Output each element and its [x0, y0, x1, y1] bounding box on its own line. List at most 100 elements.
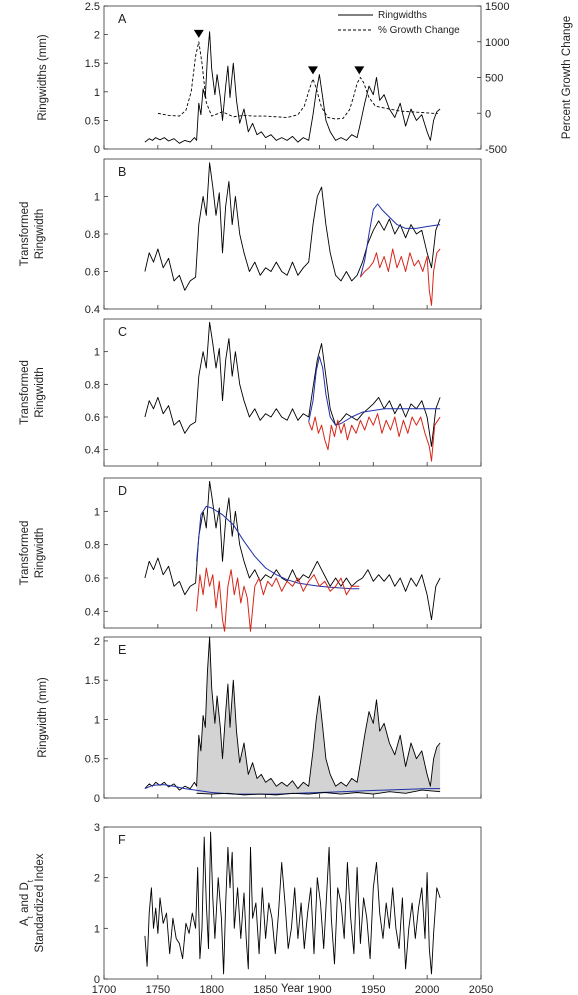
series-line-3: [308, 413, 441, 462]
panel-f: 0 1 2 3 1700 1750 1800 1850 1900 1950 2000 2050 F At …: [19, 822, 493, 995]
panel-letter: A: [118, 12, 127, 26]
y-axis-label-line: Ringwidths (mm): [37, 34, 49, 120]
event-marker: [193, 29, 204, 38]
series-line-1: [144, 162, 441, 291]
label-part: A: [19, 918, 31, 926]
series-line-3: [196, 567, 360, 632]
y-tick-label: 1: [94, 714, 100, 726]
plot-frame: [103, 636, 482, 799]
y-axis-label: Transformed Ringwidth: [19, 360, 46, 425]
event-marker: [354, 66, 365, 75]
panel-letter: C: [118, 325, 127, 339]
series-line-2: [308, 356, 441, 426]
y-tick-label: 2: [94, 873, 100, 885]
plot-frame: [103, 826, 482, 980]
legend-label: Ringwidths: [378, 10, 427, 21]
label-part: and D: [19, 882, 31, 916]
y-axis-label: Transformed Ringwidth: [19, 521, 46, 586]
y-tick-label: 0.8: [85, 229, 100, 241]
legend-label: % Growth Change: [378, 25, 460, 36]
y2-tick-label: 500: [485, 73, 503, 85]
series-line-1: [144, 480, 441, 621]
y-tick-label: 2: [94, 30, 100, 42]
x-tick-label: 1800: [199, 984, 223, 995]
series-line-2: [157, 41, 438, 120]
y-axis-label-line: Ringwidth: [34, 367, 46, 418]
y-tick-label: 0.6: [85, 267, 100, 279]
x-tick-label: 1750: [146, 984, 170, 995]
y-axis-label-line: Transformed: [19, 360, 31, 425]
y-tick-label: 2: [94, 636, 100, 648]
y-tick-label: 0.6: [85, 573, 100, 585]
y-tick-label: 0: [94, 144, 100, 156]
y-axis-label: Ringwidths (mm): [37, 34, 49, 120]
panel-d: 0.4 0.6 0.8 1 D Transformed Ringwidth: [19, 477, 482, 632]
plot-frame: [103, 158, 482, 310]
y-axis-label: Ringwidth (mm): [37, 677, 49, 758]
panel-a: 0 0.5 1 1.5 2 2.5 A Ringwidths (mm) -500 0 500 1000…: [37, 1, 573, 156]
y-tick-label: 1: [94, 347, 100, 359]
series-line-2: [196, 505, 360, 590]
series-line-1: [144, 321, 441, 447]
y-tick-label: 1: [94, 87, 100, 99]
series-line-2: [359, 203, 441, 278]
panel-letter: D: [118, 484, 127, 498]
y-tick-label: 1: [94, 192, 100, 204]
x-axis-label: Year: [281, 983, 304, 995]
x-tick-label: 1950: [361, 984, 385, 995]
y-tick-label: 0.8: [85, 540, 100, 552]
y-axis-label-line: Transformed: [19, 202, 31, 267]
subscript: t: [26, 879, 35, 882]
y-tick-label: 3: [94, 822, 100, 834]
y-tick-label: 0.5: [85, 115, 100, 127]
y2-tick-label: 1000: [485, 37, 509, 49]
panel-c: 0.4 0.6 0.8 1 C Transformed Ringwidth: [19, 318, 482, 467]
y-axis-label-line: Transformed: [19, 521, 31, 586]
panel-letter: E: [118, 643, 126, 657]
series-line-1: [144, 831, 441, 975]
series-line-1: [144, 31, 441, 144]
y-tick-label: 1.5: [85, 675, 100, 687]
y-axis-label-line: Ringwidth (mm): [37, 677, 49, 758]
y2-tick-label: -500: [485, 144, 507, 156]
x-tick-label: 1850: [253, 984, 277, 995]
y2-axis-label: Percent Growth Change: [561, 16, 573, 139]
panel-letter: B: [118, 165, 126, 179]
y-tick-label: 1.5: [85, 58, 100, 70]
panel-b: 0.4 0.6 0.8 1 B Transformed Ringwidth: [19, 158, 482, 316]
event-marker: [307, 66, 318, 75]
subscript: t: [26, 915, 35, 918]
y-tick-label: 1: [94, 923, 100, 935]
y-tick-label: 0.4: [85, 304, 100, 316]
y-tick-label: 0.6: [85, 412, 100, 424]
shaded-area: [196, 637, 441, 795]
x-tick-label: 2050: [469, 984, 493, 995]
plot-frame: [103, 477, 482, 629]
y-tick-label: 2.5: [85, 1, 100, 13]
y-tick-label: 0.5: [85, 754, 100, 766]
y-tick-label: 0: [94, 793, 100, 805]
y-tick-label: 1: [94, 506, 100, 518]
y-tick-label: 0.4: [85, 445, 100, 457]
legend: Ringwidths % Growth Change: [338, 10, 460, 36]
y2-tick-label: 1500: [485, 1, 509, 13]
series-line-1: [144, 636, 441, 791]
y-axis-label-line: At and Dt: [19, 879, 35, 926]
y2-tick-label: 0: [485, 108, 491, 120]
y-axis-label-line: Ringwidth: [34, 209, 46, 260]
y-axis-label: Transformed Ringwidth: [19, 202, 46, 267]
y-tick-label: 0.8: [85, 379, 100, 391]
y-axis-label-line: Standardized Index: [34, 853, 46, 952]
plot-frame: [103, 318, 482, 467]
x-tick-label: 1900: [307, 984, 331, 995]
y-axis-label: At and DtStandardized Index: [19, 853, 46, 952]
x-tick-label: 1700: [92, 984, 116, 995]
series-line-3: [196, 789, 441, 796]
series-line-3: [360, 248, 441, 306]
panel-e: 0 0.5 1 1.5 2 E Ringwidth (mm): [37, 636, 482, 805]
panel-letter: F: [118, 833, 126, 847]
y-tick-label: 0: [94, 974, 100, 986]
x-tick-label: 2000: [415, 984, 439, 995]
